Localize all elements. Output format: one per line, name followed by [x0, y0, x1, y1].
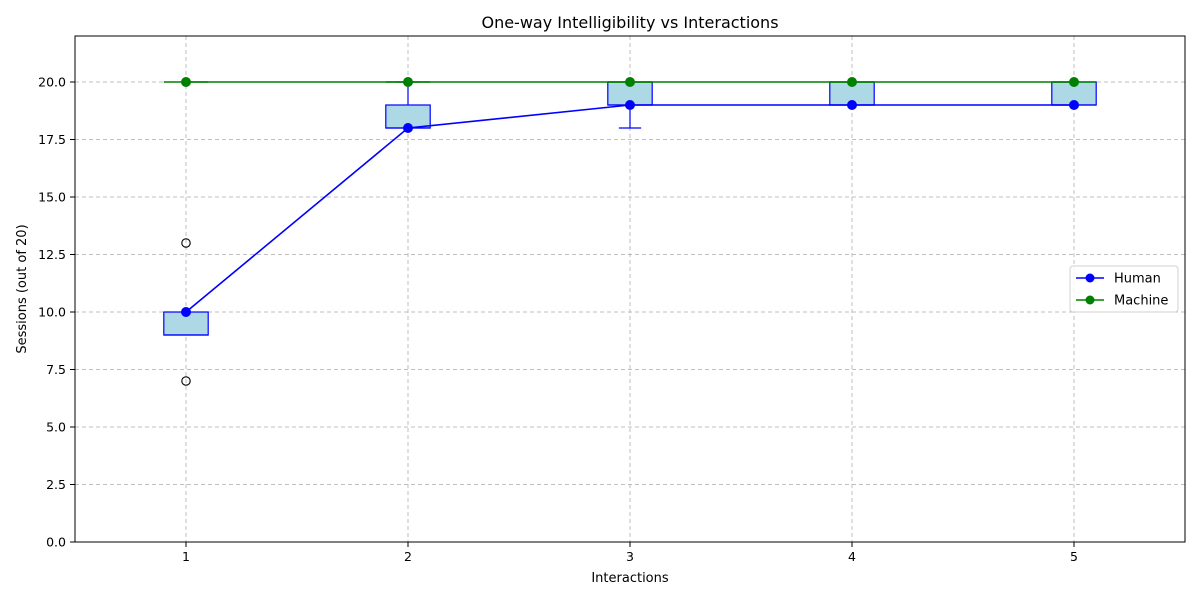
- x-tick-label: 5: [1070, 549, 1078, 564]
- machine-point: [1069, 77, 1079, 87]
- y-tick-label: 5.0: [46, 420, 66, 435]
- human-point: [181, 307, 191, 317]
- legend-human-marker: [1085, 273, 1095, 283]
- x-tick-label: 2: [404, 549, 412, 564]
- machine-point: [847, 77, 857, 87]
- y-tick-label: 0.0: [46, 535, 66, 550]
- outlier-point: [181, 376, 191, 386]
- y-tick-label: 17.5: [38, 132, 66, 147]
- legend-human-label: Human: [1114, 272, 1161, 287]
- boxplots: [163, 81, 1097, 386]
- y-tick-label: 10.0: [38, 305, 66, 320]
- legend-machine-marker: [1085, 295, 1095, 305]
- y-tick-label: 7.5: [46, 362, 66, 377]
- axis-ticks: 1 2 3 4 5 0.0 2.5 5.0 7.5 10.0 12.5 15.0 17.5 20.0: [38, 75, 1078, 565]
- y-tick-label: 2.5: [46, 477, 66, 492]
- outlier-point: [181, 238, 191, 248]
- machine-point: [403, 77, 413, 87]
- y-tick-label: 12.5: [38, 247, 66, 262]
- human-point: [625, 100, 635, 110]
- human-point: [1069, 100, 1079, 110]
- chart-title: One-way Intelligibility vs Interactions: [481, 13, 778, 32]
- legend: Human Machine: [1069, 265, 1179, 313]
- x-axis-label: Interactions: [591, 571, 669, 586]
- y-tick-label: 20.0: [38, 75, 66, 90]
- human-point: [847, 100, 857, 110]
- x-tick-label: 3: [626, 549, 634, 564]
- human-boxplot: [385, 81, 431, 129]
- legend-machine-label: Machine: [1114, 294, 1168, 309]
- machine-point: [181, 77, 191, 87]
- human-point: [403, 123, 413, 133]
- x-tick-label: 4: [848, 549, 856, 564]
- machine-point: [625, 77, 635, 87]
- series-lines: [181, 77, 1079, 317]
- y-axis-label: Sessions (out of 20): [15, 224, 30, 353]
- x-tick-label: 1: [182, 549, 190, 564]
- y-tick-label: 15.0: [38, 190, 66, 205]
